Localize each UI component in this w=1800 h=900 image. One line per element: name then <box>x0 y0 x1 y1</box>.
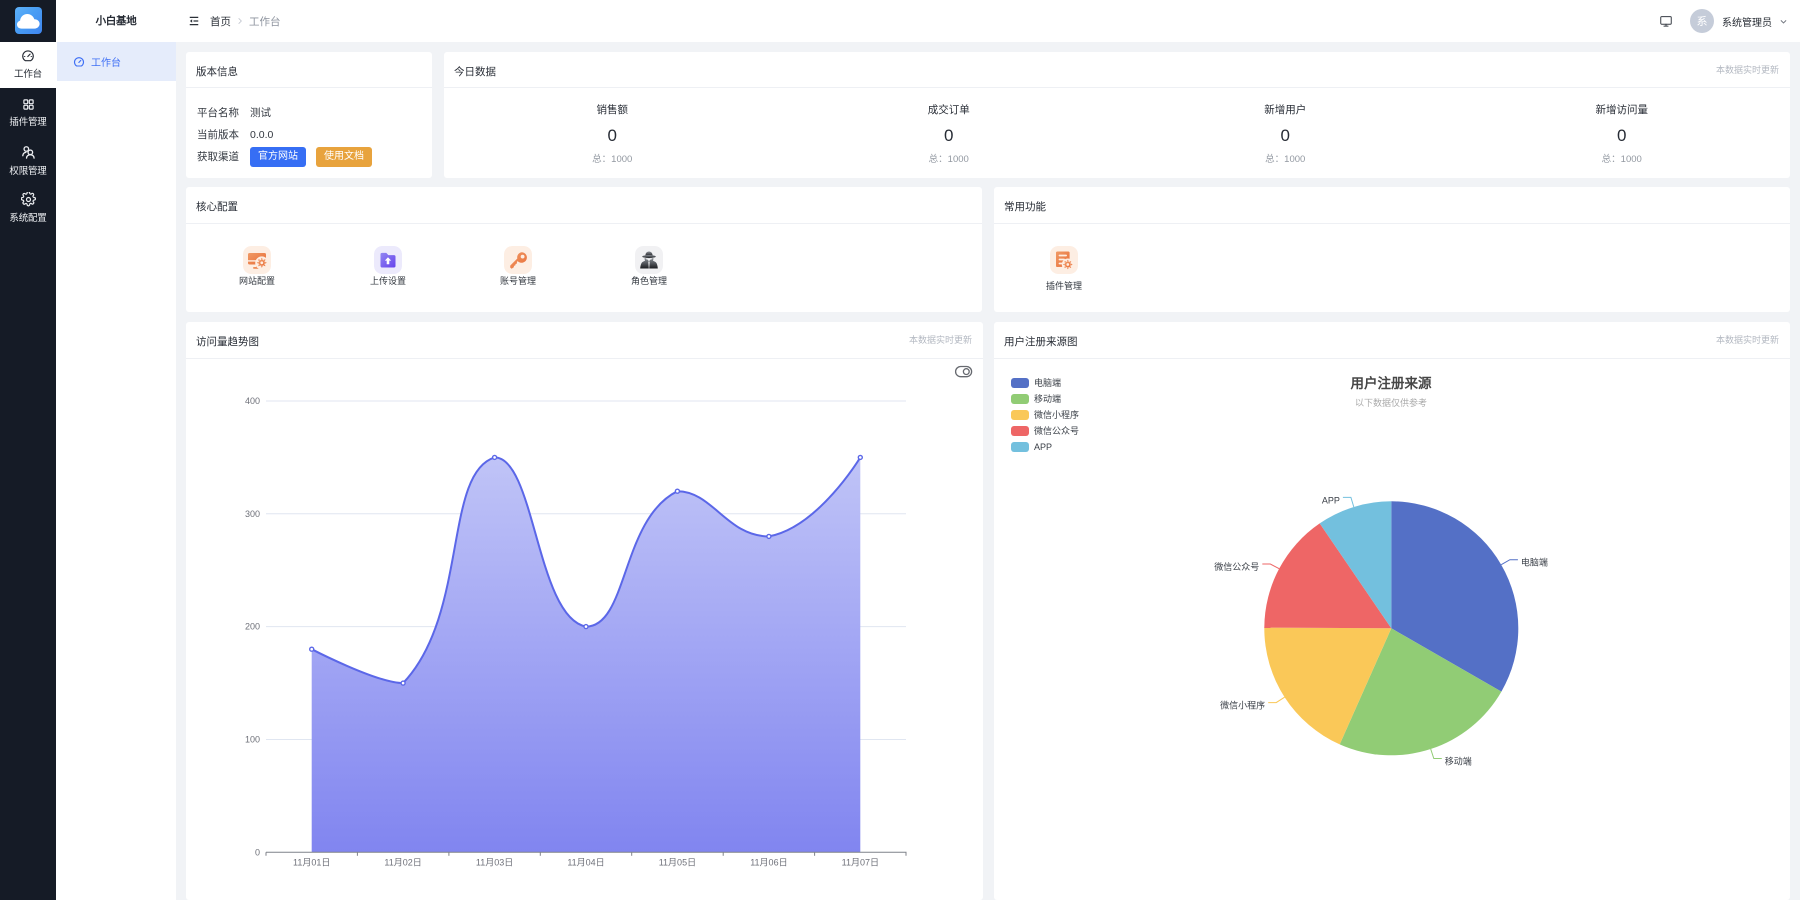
svg-text:微信小程序: 微信小程序 <box>1220 700 1265 711</box>
svg-text:11月01日: 11月01日 <box>293 857 330 867</box>
svg-text:11月07日: 11月07日 <box>842 857 879 867</box>
svg-text:11月05日: 11月05日 <box>659 857 696 867</box>
svg-text:11月06日: 11月06日 <box>750 857 787 867</box>
svg-text:移动端: 移动端 <box>1445 756 1472 767</box>
svg-text:用户注册来源: 用户注册来源 <box>1351 375 1432 391</box>
svg-text:400: 400 <box>245 396 260 406</box>
svg-text:0: 0 <box>255 847 260 857</box>
svg-text:微信公众号: 微信公众号 <box>1214 561 1259 572</box>
svg-text:100: 100 <box>245 735 260 745</box>
svg-text:300: 300 <box>245 509 260 519</box>
svg-text:以下数据仅供参考: 以下数据仅供参考 <box>1355 397 1427 408</box>
svg-text:电脑端: 电脑端 <box>1521 557 1548 568</box>
svg-text:11月04日: 11月04日 <box>567 857 604 867</box>
svg-text:11月02日: 11月02日 <box>384 857 421 867</box>
svg-text:APP: APP <box>1322 495 1340 505</box>
svg-text:11月03日: 11月03日 <box>476 857 513 867</box>
svg-text:200: 200 <box>245 622 260 632</box>
